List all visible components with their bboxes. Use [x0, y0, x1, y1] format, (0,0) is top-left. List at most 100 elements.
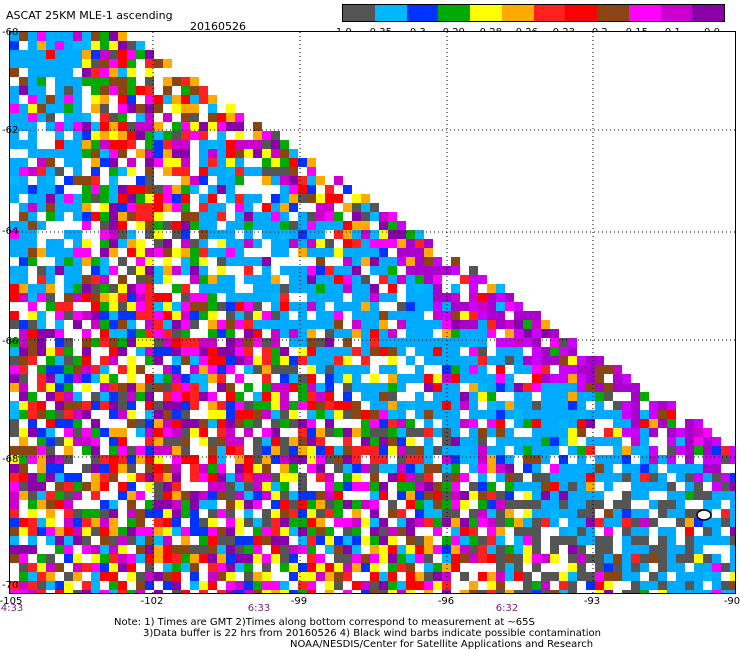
- swath-pixel: [442, 365, 451, 374]
- swath-pixel: [469, 419, 478, 428]
- swath-pixel: [190, 518, 199, 527]
- swath-pixel: [163, 536, 172, 545]
- swath-pixel: [307, 572, 316, 581]
- swath-pixel: [334, 329, 343, 338]
- swath-pixel: [325, 374, 334, 383]
- swath-pixel: [577, 455, 586, 464]
- swath-pixel: [523, 581, 532, 590]
- swath-pixel: [280, 302, 289, 311]
- swath-pixel: [460, 590, 469, 593]
- swath-pixel: [676, 509, 685, 518]
- swath-pixel: [10, 446, 19, 455]
- swath-pixel: [154, 131, 163, 140]
- swath-pixel: [622, 374, 631, 383]
- swath-pixel: [199, 302, 208, 311]
- swath-pixel: [478, 428, 487, 437]
- swath-pixel: [172, 77, 181, 86]
- swath-pixel: [640, 590, 649, 593]
- swath-pixel: [316, 194, 325, 203]
- swath-pixel: [28, 500, 37, 509]
- swath-pixel: [433, 311, 442, 320]
- swath-pixel: [730, 518, 735, 527]
- swath-pixel: [361, 275, 370, 284]
- swath-pixel: [145, 437, 154, 446]
- swath-pixel: [667, 491, 676, 500]
- swath-pixel: [487, 401, 496, 410]
- swath-pixel: [325, 545, 334, 554]
- swath-pixel: [514, 419, 523, 428]
- swath-pixel: [154, 122, 163, 131]
- swath-pixel: [397, 401, 406, 410]
- swath-pixel: [406, 338, 415, 347]
- swath-pixel: [118, 590, 127, 593]
- swath-pixel: [325, 392, 334, 401]
- swath-pixel: [298, 590, 307, 593]
- swath-pixel: [199, 491, 208, 500]
- swath-pixel: [325, 410, 334, 419]
- swath-pixel: [478, 302, 487, 311]
- swath-pixel: [595, 590, 604, 593]
- swath-pixel: [505, 428, 514, 437]
- swath-pixel: [532, 491, 541, 500]
- swath-pixel: [163, 554, 172, 563]
- swath-pixel: [397, 248, 406, 257]
- swath-pixel: [235, 320, 244, 329]
- swath-pixel: [244, 365, 253, 374]
- swath-pixel: [658, 527, 667, 536]
- swath-pixel: [100, 392, 109, 401]
- swath-pixel: [298, 473, 307, 482]
- swath-pixel: [208, 401, 217, 410]
- swath-pixel: [37, 275, 46, 284]
- swath-pixel: [154, 464, 163, 473]
- swath-pixel: [37, 293, 46, 302]
- swath-pixel: [694, 473, 703, 482]
- swath-pixel: [280, 266, 289, 275]
- swath-pixel: [217, 131, 226, 140]
- swath-pixel: [109, 203, 118, 212]
- swath-pixel: [145, 131, 154, 140]
- swath-pixel: [271, 167, 280, 176]
- swath-pixel: [100, 194, 109, 203]
- swath-pixel: [136, 257, 145, 266]
- swath-pixel: [262, 509, 271, 518]
- swath-pixel: [208, 185, 217, 194]
- swath-pixel: [469, 356, 478, 365]
- swath-pixel: [631, 518, 640, 527]
- swath-pixel: [316, 230, 325, 239]
- swath-pixel: [442, 491, 451, 500]
- swath-pixel: [82, 275, 91, 284]
- swath-pixel: [190, 212, 199, 221]
- swath-pixel: [424, 500, 433, 509]
- swath-pixel: [46, 59, 55, 68]
- swath-pixel: [451, 356, 460, 365]
- swath-pixel: [370, 293, 379, 302]
- swath-pixel: [100, 302, 109, 311]
- swath-pixel: [379, 257, 388, 266]
- swath-pixel: [379, 455, 388, 464]
- swath-pixel: [244, 239, 253, 248]
- swath-pixel: [577, 428, 586, 437]
- swath-pixel: [154, 356, 163, 365]
- swath-pixel: [532, 464, 541, 473]
- swath-pixel: [532, 347, 541, 356]
- swath-pixel: [541, 347, 550, 356]
- swath-pixel: [244, 338, 253, 347]
- swath-pixel: [181, 554, 190, 563]
- swath-pixel: [253, 410, 262, 419]
- swath-pixel: [271, 392, 280, 401]
- swath-pixel: [19, 491, 28, 500]
- swath-pixel: [550, 590, 559, 593]
- swath-pixel: [649, 464, 658, 473]
- swath-pixel: [145, 392, 154, 401]
- swath-pixel: [505, 293, 514, 302]
- swath-pixel: [478, 536, 487, 545]
- swath-pixel: [658, 482, 667, 491]
- swath-pixel: [163, 518, 172, 527]
- swath-pixel: [109, 545, 118, 554]
- swath-pixel: [181, 311, 190, 320]
- swath-pixel: [28, 302, 37, 311]
- swath-pixel: [55, 491, 64, 500]
- swath-pixel: [46, 149, 55, 158]
- swath-pixel: [109, 392, 118, 401]
- swath-pixel: [163, 419, 172, 428]
